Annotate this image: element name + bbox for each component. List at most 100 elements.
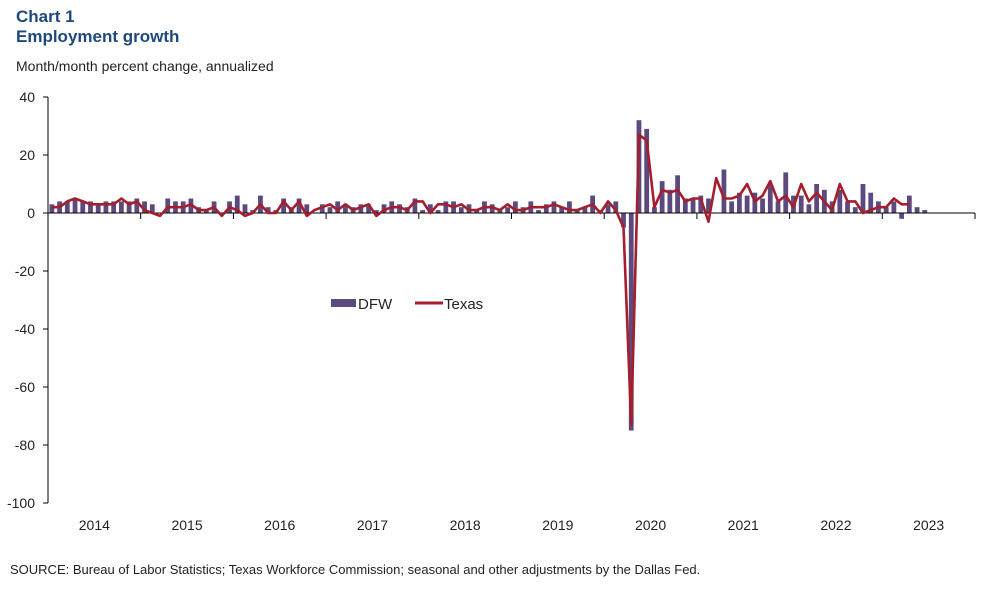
dfw-bar <box>366 204 371 213</box>
dfw-bar <box>296 198 302 213</box>
x-tick-label: 2018 <box>450 517 481 533</box>
dfw-bar <box>543 204 549 213</box>
dfw-bar <box>335 201 341 213</box>
dfw-bar <box>80 201 86 213</box>
dfw-bar <box>837 189 843 213</box>
dfw-bar <box>149 204 155 213</box>
dfw-bar <box>551 201 557 213</box>
dfw-bar <box>559 207 565 213</box>
dfw-bar <box>868 192 874 213</box>
dfw-bar <box>427 204 433 213</box>
dfw-bar <box>652 207 657 213</box>
dfw-bar <box>852 207 858 213</box>
dfw-bar <box>760 198 765 213</box>
dfw-bar <box>775 201 781 213</box>
dfw-bar <box>373 210 379 213</box>
dfw-bar <box>489 204 495 213</box>
chart-number: Chart 1 <box>16 7 75 26</box>
dfw-bar <box>698 195 704 213</box>
dfw-bar <box>358 204 364 213</box>
y-tick-label: -60 <box>15 379 35 395</box>
dfw-bar <box>783 172 789 213</box>
dfw-bar <box>860 184 866 213</box>
dfw-bar <box>435 210 441 213</box>
dfw-bar <box>134 198 140 213</box>
dfw-bar <box>667 189 673 213</box>
dfw-bar <box>729 201 735 213</box>
dfw-bar <box>845 201 850 213</box>
x-tick-label: 2020 <box>635 517 666 533</box>
chart-subtitle: Month/month percent change, annualized <box>16 58 274 74</box>
dfw-bar <box>675 175 680 213</box>
dfw-bar <box>95 204 101 213</box>
dfw-bar <box>814 184 820 213</box>
y-tick-label: -20 <box>15 263 35 279</box>
dfw-bar <box>327 207 333 213</box>
dfw-bar <box>49 204 55 213</box>
x-tick-label: 2019 <box>542 517 573 533</box>
chart-title: Employment growth <box>16 27 180 46</box>
dfw-bar <box>613 201 619 213</box>
dfw-bar <box>574 210 580 213</box>
dfw-bar <box>319 204 325 213</box>
dfw-bar <box>343 204 348 213</box>
dfw-bar <box>265 207 271 213</box>
dfw-bar <box>420 210 426 213</box>
y-tick-label: -100 <box>7 495 35 511</box>
dfw-bar <box>165 198 171 213</box>
dfw-bar <box>381 204 387 213</box>
dfw-bar <box>304 204 310 213</box>
dfw-bar <box>126 201 132 213</box>
dfw-bar <box>883 207 889 213</box>
x-tick-label: 2023 <box>913 517 944 533</box>
dfw-bar <box>914 207 920 213</box>
dfw-bar <box>628 213 634 431</box>
x-tick-label: 2015 <box>171 517 202 533</box>
dfw-bar <box>798 195 804 213</box>
y-tick-label: -80 <box>15 437 35 453</box>
dfw-bar <box>706 198 711 213</box>
dfw-bar <box>72 198 78 213</box>
dfw-bar <box>605 204 611 213</box>
dfw-bar <box>497 210 503 213</box>
dfw-bar <box>412 198 418 213</box>
texas-line <box>51 133 910 427</box>
dfw-bar <box>118 201 124 213</box>
axes: 40 20 0 -20 -40 -60 -80 -100 2014 2015 2016 2017 201… <box>7 89 976 533</box>
dfw-bar <box>806 204 812 213</box>
dfw-bar <box>443 201 449 213</box>
dfw-bar <box>458 207 464 213</box>
dfw-bar <box>242 204 248 213</box>
dfw-bar <box>922 210 928 213</box>
dfw-bar <box>474 210 480 213</box>
dfw-bar <box>397 204 402 213</box>
legend-label-texas: Texas <box>444 296 483 313</box>
source-note: SOURCE: Bureau of Labor Statistics; Texa… <box>10 562 701 577</box>
dfw-bar <box>512 201 518 213</box>
dfw-bar <box>103 201 109 213</box>
legend-swatch-dfw <box>331 299 356 307</box>
x-tick-label: 2014 <box>79 517 110 533</box>
dfw-bar <box>567 201 572 213</box>
dfw-bar <box>88 201 93 213</box>
dfw-bar <box>752 192 758 213</box>
dfw-bar <box>736 192 742 213</box>
dfw-bar <box>111 201 117 213</box>
dfw-bar <box>767 184 773 213</box>
dfw-bar <box>505 207 511 213</box>
x-tick-label: 2017 <box>357 517 388 533</box>
y-tick-label: 40 <box>19 89 35 105</box>
x-tick-label: 2021 <box>728 517 759 533</box>
dfw-bar <box>582 207 588 213</box>
dfw-bar <box>721 169 727 213</box>
x-tick-label: 2022 <box>820 517 851 533</box>
dfw-bar <box>203 210 209 213</box>
legend-label-dfw: DFW <box>358 296 393 313</box>
x-tick-label: 2016 <box>264 517 295 533</box>
y-tick-label: 20 <box>19 147 35 163</box>
dfw-bar <box>690 198 696 213</box>
dfw-bar <box>536 210 541 213</box>
dfw-bar <box>621 213 626 228</box>
dfw-bar <box>281 198 287 213</box>
